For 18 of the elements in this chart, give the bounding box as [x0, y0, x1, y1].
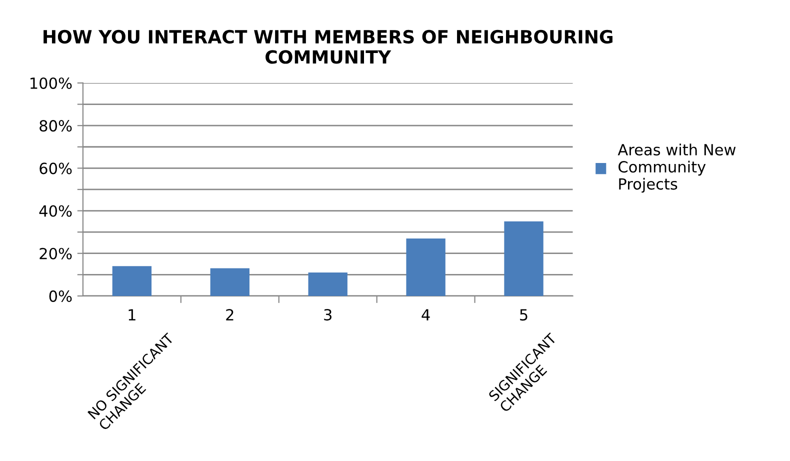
y-tick-label: 60% — [40, 162, 72, 174]
bar — [406, 238, 446, 296]
bar — [112, 266, 152, 296]
chart-title: HOW YOU INTERACT WITH MEMBERS OF NEIGHBOURING COMMUNITY — [44, 30, 612, 64]
x-tick-label: 5 — [520, 309, 528, 321]
y-tick-label: 80% — [40, 120, 72, 132]
bar — [504, 221, 544, 296]
x-tick-label: 2 — [226, 309, 234, 320]
x-tick-label: 1 — [128, 309, 136, 320]
x-tick-label: 3 — [324, 309, 332, 321]
y-tick-label: 40% — [39, 205, 72, 217]
y-tick-label: 0% — [49, 290, 72, 302]
bar — [308, 272, 348, 296]
y-tick-label: 100% — [30, 77, 72, 89]
y-tick-label: 20% — [40, 248, 72, 260]
bar — [210, 268, 250, 296]
x-tick-label: 4 — [422, 309, 430, 320]
legend-label: Areas with New Community Projects — [618, 144, 736, 193]
